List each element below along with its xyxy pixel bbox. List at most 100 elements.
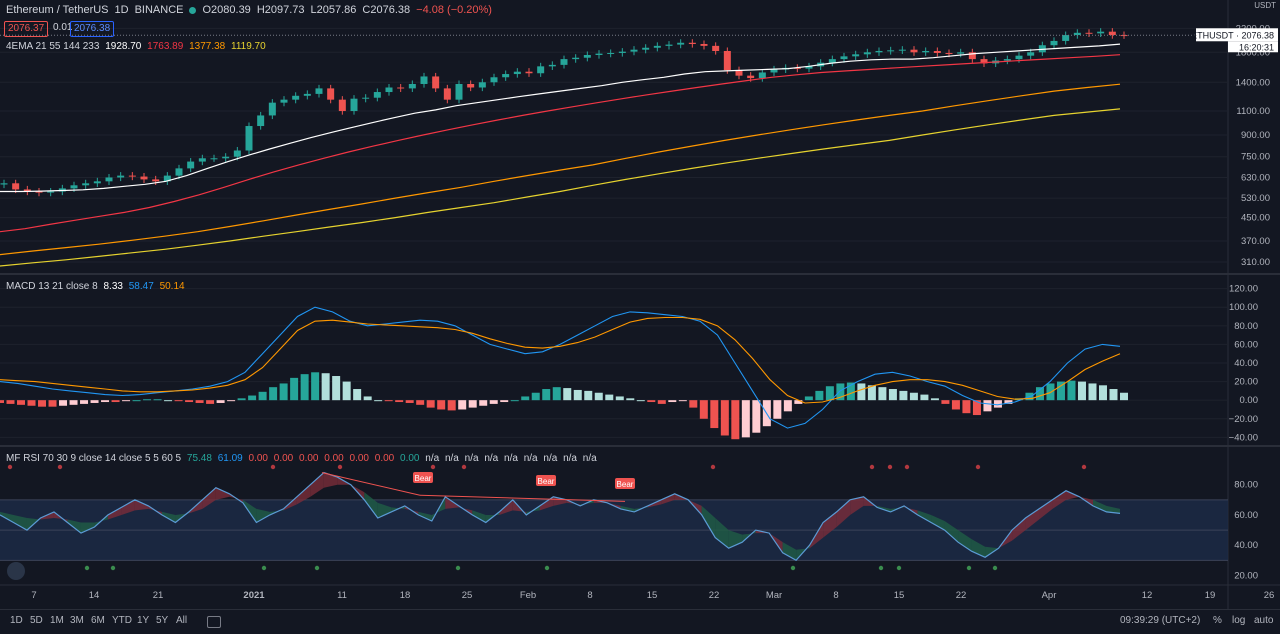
macd-histogram-bar [479, 400, 488, 406]
macd-histogram-bar [951, 400, 960, 410]
exchange-label: BINANCE [134, 4, 184, 16]
overbought-dot [337, 464, 343, 470]
macd-histogram-bar [258, 391, 267, 401]
rsi-fill-segment [121, 499, 135, 515]
macd-pane[interactable] [0, 306, 1128, 440]
time-tick-label: 19 [1205, 590, 1216, 601]
oversold-dot [878, 565, 884, 571]
candle-body [537, 66, 545, 74]
price-tick-label: 750.00 [1241, 152, 1270, 163]
time-tick-label: 14 [89, 590, 100, 601]
macd-histogram-bar [836, 383, 845, 401]
rsi-legend[interactable]: MF RSI 70 30 9 close 14 close 5 5 60 5 7… [6, 453, 600, 464]
macd-histogram-bar [374, 400, 383, 402]
time-tick-label: 7 [31, 590, 36, 601]
percent-toggle[interactable]: % [1213, 615, 1222, 626]
macd-histogram-bar [132, 400, 141, 402]
rsi-fill-segment [1093, 499, 1107, 512]
tf-3m[interactable]: 3M [70, 615, 84, 626]
tf-6m[interactable]: 6M [91, 615, 105, 626]
macd-histogram-bar [615, 396, 624, 401]
price-tick-label: 530.00 [1241, 193, 1270, 204]
tf-all[interactable]: All [176, 615, 188, 626]
rsi-fill-segment [377, 502, 392, 518]
candle-body [257, 115, 265, 127]
bid-box[interactable]: 2076.37 [4, 21, 49, 37]
candle-body [70, 185, 78, 189]
rsi-value-5: 0.00 [324, 453, 344, 464]
macd-histogram-bar [269, 387, 278, 401]
time-tick-label: Feb [520, 590, 536, 601]
candle-body [747, 75, 755, 79]
tf-1y[interactable]: 1Y [137, 615, 150, 626]
candle-body [35, 191, 43, 193]
tf-1d[interactable]: 1D [10, 615, 23, 626]
time-tick-label: 26 [1264, 590, 1275, 601]
interval-label[interactable]: 1D [114, 4, 129, 16]
rsi-fill-segment [0, 511, 14, 523]
ema-legend[interactable]: 4EMA 21 55 144 233 1928.70 1763.89 1377.… [6, 41, 269, 52]
log-toggle[interactable]: log [1232, 615, 1246, 626]
tf-5d[interactable]: 5D [30, 615, 43, 626]
candle-body [128, 175, 136, 177]
ask-box[interactable]: 2076.38 [70, 21, 115, 37]
macd-histogram-bar [437, 400, 446, 410]
candle-body [490, 77, 498, 83]
candle-body [315, 88, 323, 94]
rsi-value-17: n/a [582, 453, 597, 464]
clock-label[interactable]: 09:39:29 (UTC+2) [1120, 615, 1201, 626]
time-tick-label: 15 [894, 590, 905, 601]
candle-body [968, 52, 976, 60]
macd-histogram-bar [888, 389, 897, 401]
candle-body [1085, 32, 1093, 34]
market-status-icon [189, 6, 197, 14]
bear-divergence-line [419, 494, 626, 502]
price-tick-label: 630.00 [1241, 172, 1270, 183]
macd-histogram-bar [878, 387, 887, 401]
macd-histogram-bar [332, 376, 341, 401]
candle-body [0, 183, 8, 185]
candle-body [957, 52, 965, 54]
bear-badge [615, 478, 635, 489]
macd-histogram-bar [416, 400, 425, 405]
tf-ytd[interactable]: YTD [112, 615, 132, 626]
bear-label: Bear [415, 474, 432, 483]
candle-body [23, 189, 31, 192]
price-pane[interactable] [0, 28, 1228, 267]
rsi-value-12: n/a [484, 453, 499, 464]
candle-body [525, 71, 533, 74]
candle-body [222, 156, 230, 159]
rsi-pane[interactable]: Bear Bear Bear [0, 464, 1228, 580]
macd-title: MACD 13 21 close 8 [6, 281, 98, 292]
rsi-fill-segment [1066, 490, 1080, 500]
rsi-fill-segment [13, 514, 27, 531]
macd-line [0, 306, 1121, 429]
candle-body [875, 50, 883, 53]
auto-toggle[interactable]: auto [1254, 615, 1274, 626]
macd-legend[interactable]: MACD 13 21 close 8 8.33 58.47 50.14 [6, 281, 188, 292]
tf-5y[interactable]: 5Y [156, 615, 169, 626]
symbol-name[interactable]: Ethereum / TetherUS [6, 4, 109, 16]
candle-body [677, 42, 685, 45]
candle-body [140, 176, 148, 180]
macd-histogram-bar [584, 390, 593, 401]
ema21-value: 1928.70 [105, 41, 142, 52]
candle-body [117, 175, 125, 178]
macd-histogram-bar [594, 392, 603, 401]
macd-histogram-bar [909, 392, 918, 401]
tf-1m[interactable]: 1M [50, 615, 64, 626]
candle-body [420, 76, 428, 84]
macd-tick-label: 80.00 [1234, 321, 1258, 332]
candle-body [105, 177, 113, 182]
macd-histogram-bar [6, 400, 15, 404]
date-range-icon[interactable] [207, 616, 221, 628]
candle-body [828, 59, 836, 63]
oversold-dot [84, 565, 90, 571]
bear-badge [536, 475, 556, 486]
overbought-dot [887, 464, 893, 470]
rsi-fill-segment [1025, 508, 1040, 531]
macd-histogram-bar [636, 400, 645, 402]
macd-tick-label: 100.00 [1229, 302, 1258, 313]
candle-body [572, 57, 580, 60]
